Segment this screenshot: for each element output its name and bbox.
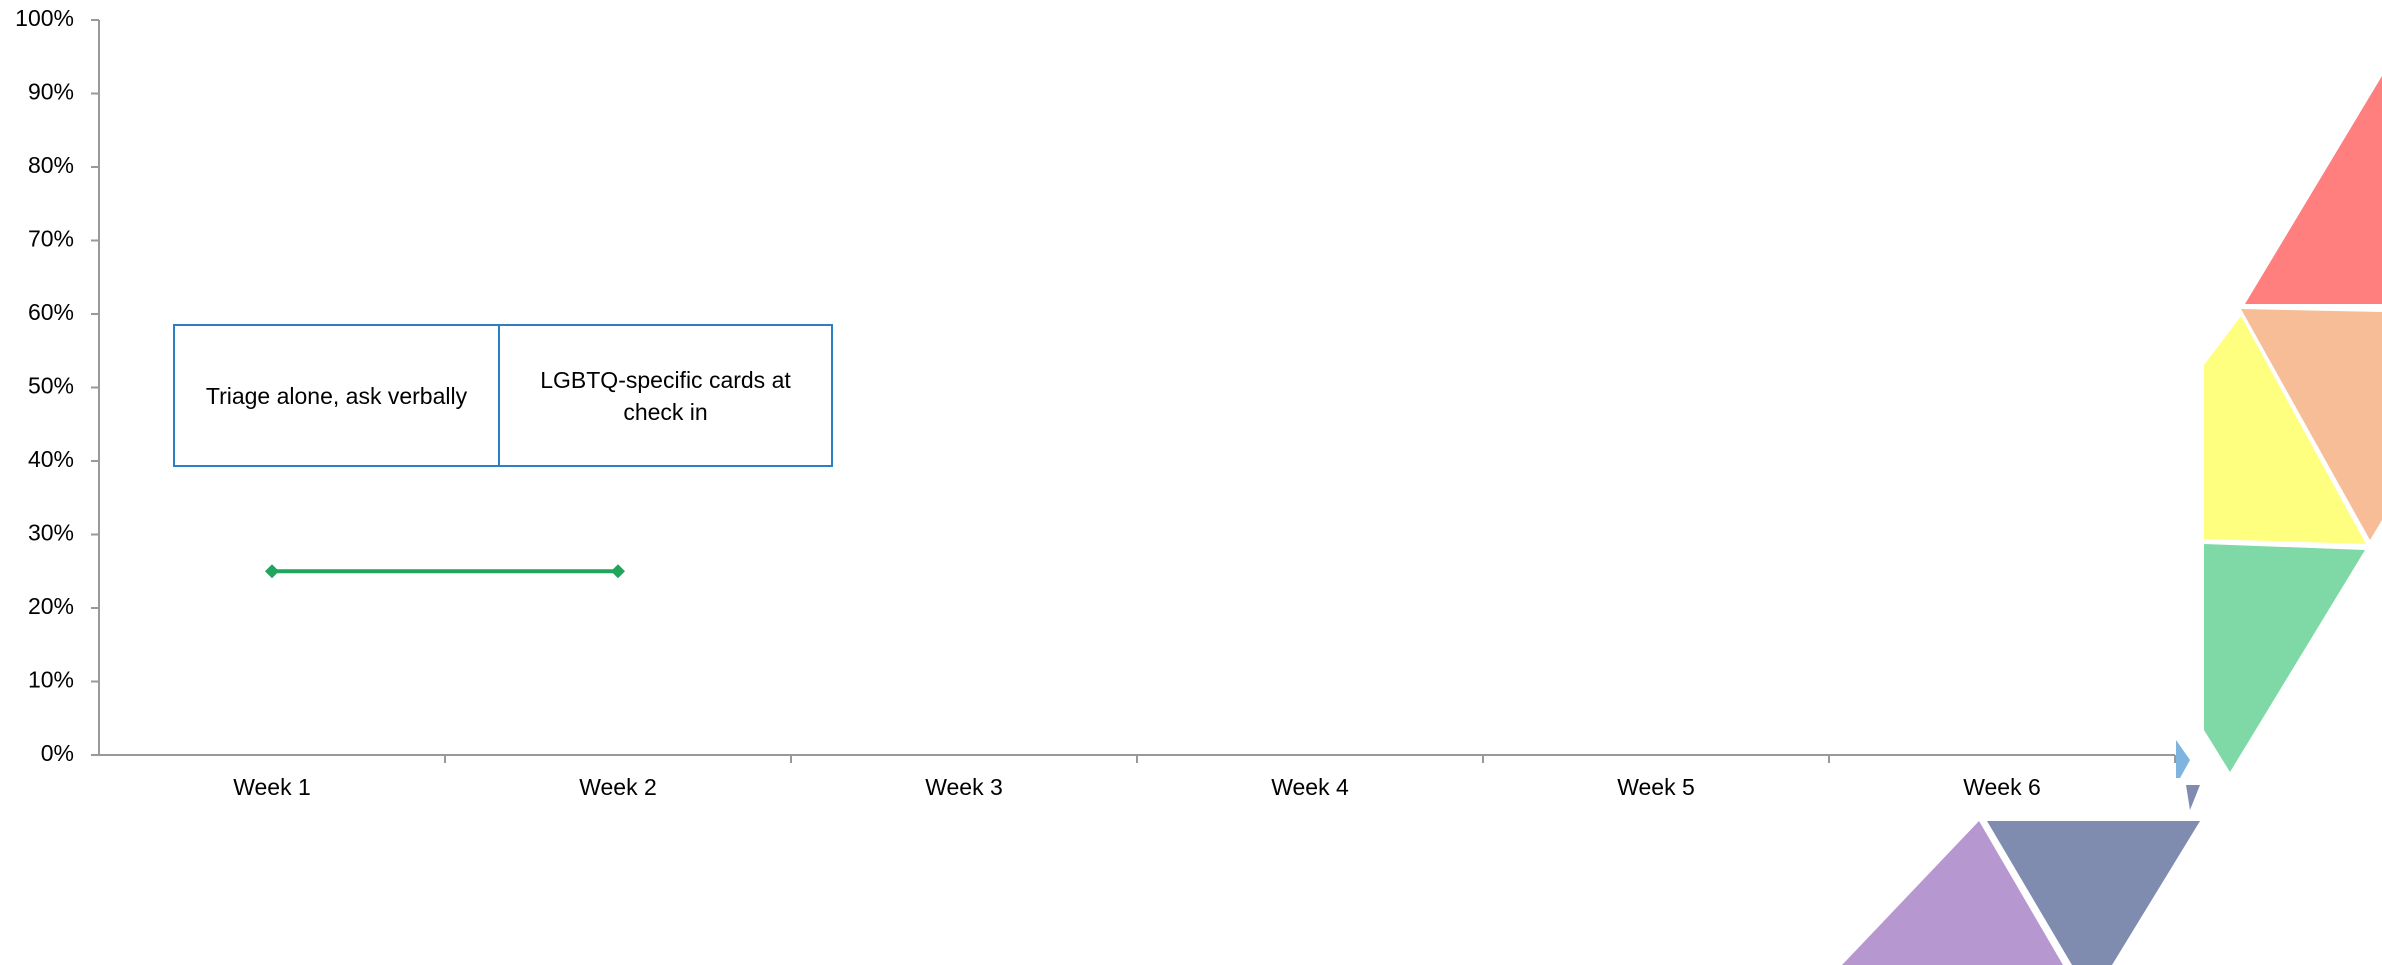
y-tick-label: 60% — [28, 299, 74, 325]
x-tick-label: Week 5 — [1617, 774, 1695, 800]
marker — [611, 564, 625, 579]
y-tick-label: 0% — [41, 740, 74, 766]
y-tick-label: 30% — [28, 520, 74, 546]
y-tick-label: 100% — [15, 5, 74, 31]
y-tick-label: 70% — [28, 226, 74, 252]
x-tick-label: Week 6 — [1963, 774, 2041, 800]
x-tick-label: Week 4 — [1271, 774, 1349, 800]
x-tick-label: Week 1 — [233, 774, 311, 800]
decoration — [1842, 76, 2382, 965]
x-tick-label: Week 3 — [925, 774, 1003, 800]
y-tick-label: 40% — [28, 446, 74, 472]
y-tick-label: 20% — [28, 593, 74, 619]
x-tick-label: Week 2 — [579, 774, 657, 800]
y-tick-label: 50% — [28, 373, 74, 399]
y-tick-label: 90% — [28, 79, 74, 105]
annotation: Triage alone, ask verbally — [173, 324, 500, 467]
marker — [265, 564, 279, 579]
y-tick-label: 10% — [28, 667, 74, 693]
annotation: LGBTQ-specific cards at check in — [498, 324, 833, 467]
y-tick-label: 80% — [28, 152, 74, 178]
